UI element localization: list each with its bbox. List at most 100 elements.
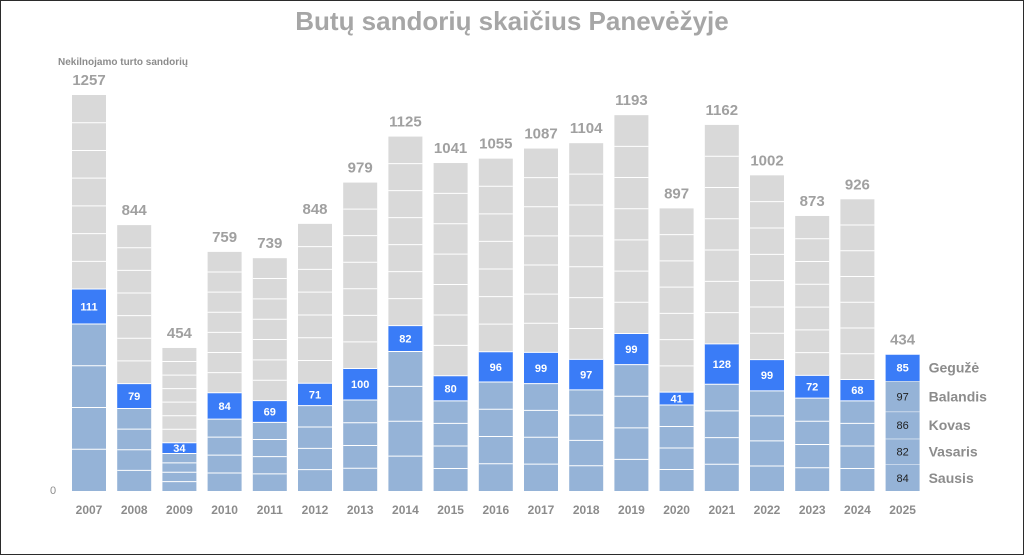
x-tick-label-2022: 2022: [754, 503, 781, 517]
month-value-label-2025-4: 85: [896, 363, 908, 375]
bar-month-2025-3: [885, 381, 920, 412]
x-tick-label-2021: 2021: [708, 503, 735, 517]
bar-may-2008: [117, 383, 152, 409]
bar-may-2016: [478, 351, 513, 382]
legend-label-4: Gegužė: [929, 360, 980, 376]
month-value-label-2025-2: 86: [896, 420, 908, 432]
may-value-label-2017: 99: [535, 363, 547, 375]
x-tick-label-2012: 2012: [302, 503, 329, 517]
bar-rest-2022: [750, 175, 784, 360]
bar-may-2007: [72, 289, 106, 325]
x-tick-label-2024: 2024: [844, 503, 871, 517]
bar-may-2022: [750, 359, 784, 391]
total-label-2022: 1002: [750, 152, 783, 169]
legend-label-2: Kovas: [929, 417, 971, 433]
x-tick-label-2010: 2010: [211, 503, 238, 517]
may-value-label-2011: 69: [264, 406, 276, 418]
bar-rest-2023: [795, 215, 830, 376]
may-value-label-2021: 128: [713, 359, 731, 371]
x-tick-label-2014: 2014: [392, 503, 419, 517]
x-tick-label-2015: 2015: [437, 503, 464, 517]
bar-rest-2018: [569, 143, 604, 360]
may-value-label-2018: 97: [580, 370, 592, 382]
bar-may-2014: [388, 325, 423, 352]
total-label-2015: 1041: [434, 140, 467, 157]
x-tick-label-2025: 2025: [889, 503, 916, 517]
x-tick-label-2011: 2011: [257, 503, 283, 517]
x-tick-label-2020: 2020: [663, 503, 690, 517]
bar-may-2009: [162, 442, 197, 454]
month-value-label-2025-3: 97: [896, 391, 908, 403]
bar-may-2019: [614, 333, 649, 365]
may-value-label-2016: 96: [490, 362, 502, 374]
bar-rest-2010: [207, 251, 242, 393]
total-label-2024: 926: [845, 176, 870, 193]
bar-rest-2011: [252, 258, 287, 401]
may-value-label-2009: 34: [173, 443, 186, 455]
total-label-2008: 844: [122, 202, 148, 219]
x-tick-label-2019: 2019: [618, 503, 645, 517]
total-label-2007: 1257: [72, 72, 105, 89]
total-label-2013: 979: [348, 160, 373, 177]
total-label-2012: 848: [302, 201, 327, 218]
total-label-2019: 1193: [615, 92, 648, 109]
total-label-2025: 434: [890, 331, 916, 348]
bar-may-2020: [659, 392, 694, 405]
may-value-label-2013: 100: [351, 379, 369, 391]
total-label-2023: 873: [800, 193, 825, 210]
total-label-2010: 759: [212, 229, 237, 246]
bar-may-2013: [343, 368, 378, 400]
x-tick-label-2018: 2018: [573, 503, 600, 517]
bar-month-2025-2: [885, 411, 920, 439]
total-label-2011: 739: [257, 235, 282, 252]
may-value-label-2024: 68: [851, 385, 863, 397]
bar-may-2021: [704, 343, 739, 385]
legend-label-0: Sausis: [929, 470, 974, 486]
legend-label-3: Balandis: [929, 388, 988, 404]
total-label-2009: 454: [167, 325, 193, 342]
may-value-label-2012: 71: [309, 389, 321, 401]
bar-rest-2024: [840, 199, 875, 380]
bar-month-2025-1: [885, 438, 920, 465]
total-label-2016: 1055: [479, 136, 512, 153]
bar-rest-2020: [659, 208, 694, 393]
may-value-label-2023: 72: [806, 382, 818, 394]
bar-may-2010: [207, 392, 242, 420]
total-label-2017: 1087: [524, 126, 557, 143]
x-tick-label-2016: 2016: [482, 503, 509, 517]
legend-label-1: Vasaris: [929, 444, 978, 460]
may-value-label-2008: 79: [128, 391, 140, 403]
bar-rest-2008: [117, 225, 152, 384]
bar-rest-2007: [72, 95, 106, 290]
may-value-label-2022: 99: [761, 370, 773, 382]
may-value-label-2007: 111: [80, 302, 97, 314]
x-tick-label-2023: 2023: [799, 503, 826, 517]
chart-title: Butų sandorių skaičius Panevėžyje: [295, 6, 729, 36]
bar-rest-2012: [298, 223, 332, 384]
bar-may-2012: [298, 383, 332, 406]
y-zero-label: 0: [50, 485, 56, 497]
x-tick-label-2008: 2008: [121, 503, 148, 517]
bar-rest-2013: [343, 182, 378, 369]
bar-may-2018: [569, 359, 604, 390]
bar-rest-2015: [433, 163, 468, 376]
bar-may-2024: [840, 379, 875, 401]
may-value-label-2015: 80: [444, 383, 456, 395]
may-value-label-2014: 82: [399, 334, 411, 346]
may-value-label-2010: 84: [218, 401, 231, 413]
bar-rest-2014: [388, 136, 423, 326]
bar-may-2011: [252, 400, 287, 423]
bar-month-2025-4: [885, 354, 920, 382]
x-tick-label-2007: 2007: [76, 503, 103, 517]
month-value-label-2025-0: 84: [896, 473, 908, 485]
bar-may-2023: [795, 375, 830, 399]
x-tick-label-2017: 2017: [528, 503, 555, 517]
total-label-2018: 1104: [570, 120, 603, 137]
bar-month-2025-0: [885, 464, 920, 491]
bar-rest-2009: [162, 347, 197, 443]
bar-rest-2019: [614, 115, 649, 334]
bar-rest-2016: [478, 158, 513, 352]
may-value-label-2019: 99: [625, 344, 637, 356]
total-label-2020: 897: [664, 185, 689, 202]
bar-may-2017: [524, 352, 558, 384]
